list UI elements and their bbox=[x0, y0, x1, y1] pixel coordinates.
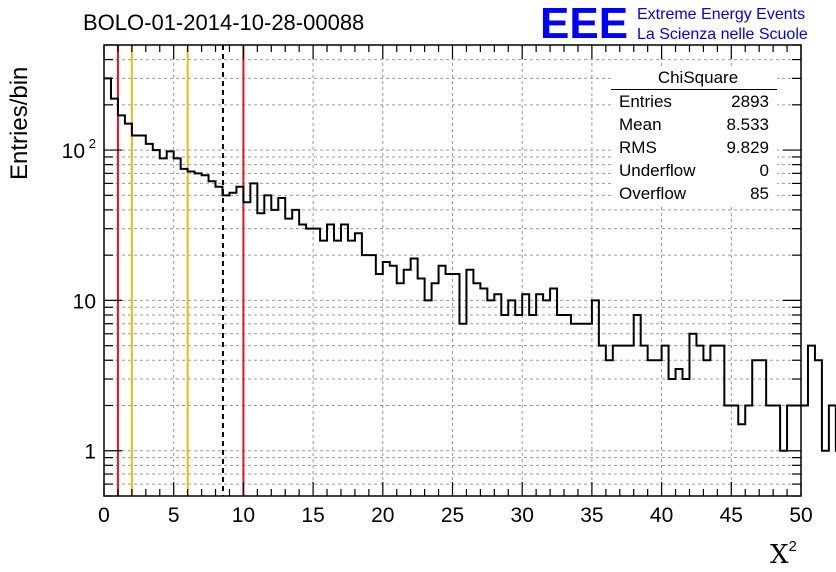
y-tick-label: 1 bbox=[84, 441, 96, 464]
x-tick-label: 30 bbox=[511, 504, 534, 527]
x-tick-label: 20 bbox=[371, 504, 394, 527]
stats-key: Entries bbox=[619, 92, 672, 111]
stats-row: Mean 8.533 bbox=[611, 113, 777, 136]
reference-lines bbox=[116, 45, 245, 496]
axis-ticks bbox=[103, 44, 802, 497]
y-tick-labels: 1 10 10 2 bbox=[62, 136, 96, 464]
stats-key: Overflow bbox=[619, 184, 687, 203]
x-tick-label: 40 bbox=[650, 504, 673, 527]
x-tick-label: 15 bbox=[301, 504, 324, 527]
stats-key: Mean bbox=[619, 115, 662, 134]
x-tick-label: 45 bbox=[720, 504, 743, 527]
stats-row: Underflow 0 bbox=[611, 159, 777, 182]
stats-value: 85 bbox=[750, 184, 769, 203]
x-axis-label-base: X bbox=[770, 540, 789, 570]
y-tick-label: 10 bbox=[73, 290, 96, 313]
stats-value: 0 bbox=[759, 161, 769, 180]
x-axis-label-superscript: 2 bbox=[788, 538, 797, 555]
x-tick-label: 50 bbox=[789, 504, 812, 527]
stats-value: 8.533 bbox=[726, 115, 769, 134]
x-axis-label: X2 bbox=[770, 538, 797, 570]
grid-lines bbox=[104, 44, 801, 497]
chart-title: BOLO-01-2014-10-28-00088 bbox=[83, 10, 365, 35]
stats-title: ChiSquare bbox=[611, 66, 777, 90]
logo-line-1: Extreme Energy Events bbox=[637, 6, 806, 23]
stats-box: ChiSquare Entries 2893 Mean 8.533 RMS 9.829… bbox=[611, 66, 777, 205]
x-tick-label: 0 bbox=[98, 504, 110, 527]
x-tick-labels: 0 5 10 15 20 25 30 35 40 45 50 bbox=[98, 504, 813, 527]
stats-row: Overflow 85 bbox=[611, 182, 777, 205]
x-tick-label: 10 bbox=[232, 504, 255, 527]
y-tick-label-exponent: 2 bbox=[89, 136, 96, 151]
stats-key: Underflow bbox=[619, 161, 696, 180]
stats-value: 9.829 bbox=[726, 138, 769, 157]
y-tick-label: 10 bbox=[62, 140, 85, 163]
stats-row: RMS 9.829 bbox=[611, 136, 777, 159]
stats-key: RMS bbox=[619, 138, 657, 157]
x-tick-label: 5 bbox=[168, 504, 180, 527]
stats-row: Entries 2893 bbox=[611, 90, 777, 113]
logo-line-2: La Scienza nelle Scuole bbox=[637, 26, 808, 43]
x-tick-label: 35 bbox=[580, 504, 603, 527]
y-axis-label: Entries/bin bbox=[6, 66, 33, 180]
stats-value: 2893 bbox=[731, 92, 769, 111]
x-tick-label: 25 bbox=[441, 504, 464, 527]
eee-logo-mark: EEE bbox=[540, 0, 629, 48]
histogram-series bbox=[104, 77, 836, 452]
